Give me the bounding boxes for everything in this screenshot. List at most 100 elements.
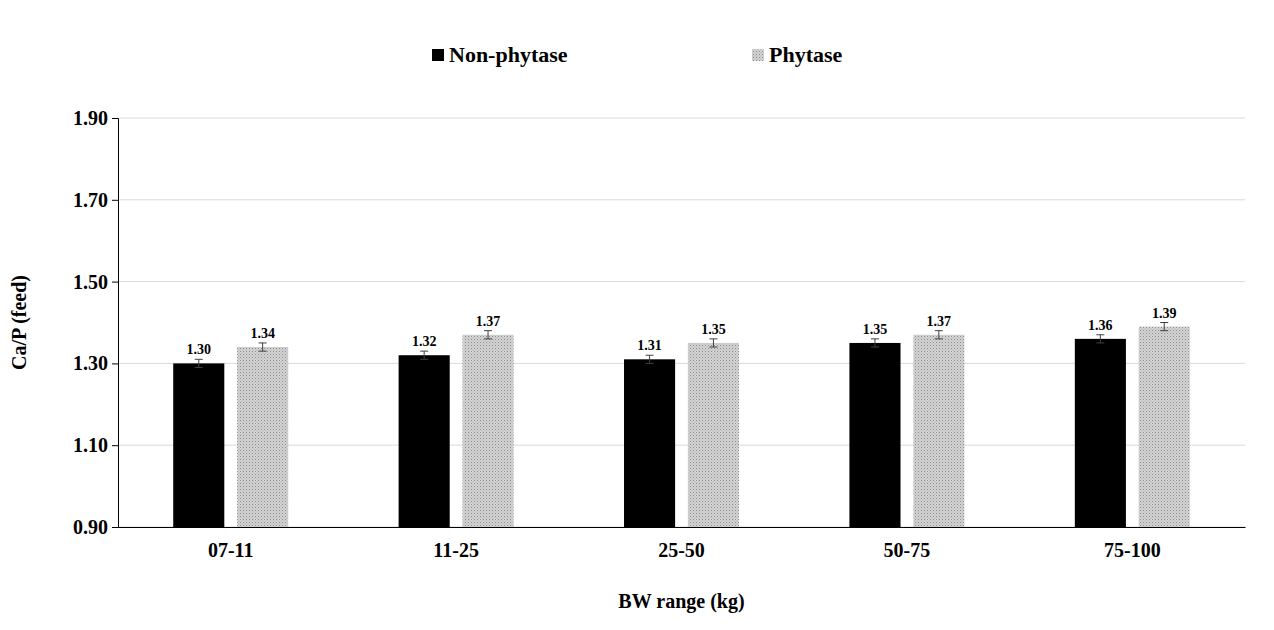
error-bar <box>484 331 492 339</box>
error-cap <box>871 347 879 348</box>
y-tick-label: 0.90 <box>73 516 108 538</box>
y-tick: 1.30 <box>73 352 118 374</box>
y-tick-label: 1.90 <box>73 107 108 129</box>
legend: Non-phytase Phytase <box>432 42 843 67</box>
data-label: 1.35 <box>701 322 726 337</box>
data-label: 1.37 <box>476 314 501 329</box>
error-bar <box>709 339 717 347</box>
y-tick-mark <box>112 282 118 283</box>
error-stem <box>649 355 650 363</box>
error-bar <box>646 355 654 363</box>
x-axis-line <box>119 527 1246 528</box>
y-tick: 1.90 <box>73 107 118 129</box>
bar <box>237 347 288 527</box>
grid-line <box>118 281 1245 282</box>
series <box>173 335 1126 527</box>
bar <box>1139 327 1190 527</box>
data-label: 1.36 <box>1088 318 1113 333</box>
y-tick: 1.70 <box>73 189 118 211</box>
data-label: 1.31 <box>637 338 662 353</box>
x-tick-label: 75-100 <box>1104 539 1161 561</box>
error-bar <box>935 331 943 339</box>
error-cap <box>709 338 717 339</box>
error-cap <box>1160 322 1168 323</box>
error-stem <box>488 331 489 339</box>
error-stem <box>262 343 263 351</box>
error-cap <box>259 342 267 343</box>
data-label: 1.39 <box>1152 306 1177 321</box>
y-tick-label: 1.10 <box>73 434 108 456</box>
error-stem <box>938 331 939 339</box>
error-cap <box>484 338 492 339</box>
error-cap <box>1096 342 1104 343</box>
bar <box>688 343 739 527</box>
y-tick-mark <box>112 527 118 528</box>
data-label: 1.37 <box>927 314 952 329</box>
y-tick-label: 1.30 <box>73 352 108 374</box>
grid <box>118 118 1245 527</box>
error-bar <box>420 351 428 359</box>
error-cap <box>259 351 267 352</box>
legend-label: Phytase <box>769 42 843 67</box>
y-tick-mark <box>112 118 118 119</box>
data-label: 1.35 <box>863 322 888 337</box>
error-cap <box>420 359 428 360</box>
error-cap <box>420 351 428 352</box>
bar <box>913 335 964 527</box>
x-axis: 07-11 11-25 25-50 50-75 75-100 <box>119 527 1246 561</box>
data-labels: 1.30 1.32 1.31 1.35 1.36 1.34 1.37 1.35 1.37 1.39 <box>187 306 1177 358</box>
data-label: 1.34 <box>250 326 275 341</box>
error-cap <box>1160 330 1168 331</box>
bar <box>1075 339 1126 527</box>
error-stem <box>198 359 199 367</box>
error-cap <box>709 347 717 348</box>
y-axis: 0.90 1.10 1.30 1.50 1.70 1.90 <box>73 107 119 538</box>
error-bar <box>871 339 879 347</box>
y-tick-mark <box>112 445 118 446</box>
series <box>237 323 1190 528</box>
grid-line <box>118 199 1245 200</box>
error-bar <box>195 359 203 367</box>
error-stem <box>874 339 875 347</box>
bar <box>173 363 224 527</box>
error-stem <box>1100 335 1101 343</box>
error-cap <box>935 338 943 339</box>
error-stem <box>424 351 425 359</box>
legend-swatch <box>752 49 764 61</box>
y-tick-mark <box>112 200 118 201</box>
y-tick: 1.10 <box>73 434 118 456</box>
y-tick-label: 1.70 <box>73 189 108 211</box>
error-cap <box>484 330 492 331</box>
bar <box>462 335 513 527</box>
y-tick-label: 1.50 <box>73 271 108 293</box>
y-axis-line <box>112 119 119 528</box>
y-axis-title: Ca/P (feed) <box>8 275 31 370</box>
bar <box>399 355 450 527</box>
error-cap <box>935 330 943 331</box>
error-stem <box>713 339 714 347</box>
error-cap <box>1096 334 1104 335</box>
legend-label: Non-phytase <box>449 42 568 67</box>
error-cap <box>195 367 203 368</box>
data-label: 1.30 <box>187 342 212 357</box>
error-cap <box>646 363 654 364</box>
error-stem <box>1164 323 1165 331</box>
x-tick-label: 11-25 <box>433 539 479 561</box>
error-cap <box>871 338 879 339</box>
grid-line <box>118 118 1245 119</box>
bar <box>849 343 900 527</box>
error-cap <box>646 355 654 356</box>
x-tick-label: 07-11 <box>208 539 254 561</box>
x-tick-label: 25-50 <box>658 539 705 561</box>
x-tick: 07-11 <box>208 527 254 561</box>
error-cap <box>195 359 203 360</box>
x-axis-title: BW range (kg) <box>618 590 744 613</box>
error-bar <box>1096 335 1104 343</box>
data-label: 1.32 <box>412 334 437 349</box>
x-tick: 75-100 <box>1104 527 1161 561</box>
y-tick: 1.50 <box>73 271 118 293</box>
x-tick-label: 50-75 <box>884 539 931 561</box>
chart: 0.90 1.10 1.30 1.50 1.70 1.90 1.30 1.32 1.31 1.35… <box>0 0 1274 630</box>
x-tick: 11-25 <box>433 527 479 561</box>
x-tick: 50-75 <box>884 527 931 561</box>
